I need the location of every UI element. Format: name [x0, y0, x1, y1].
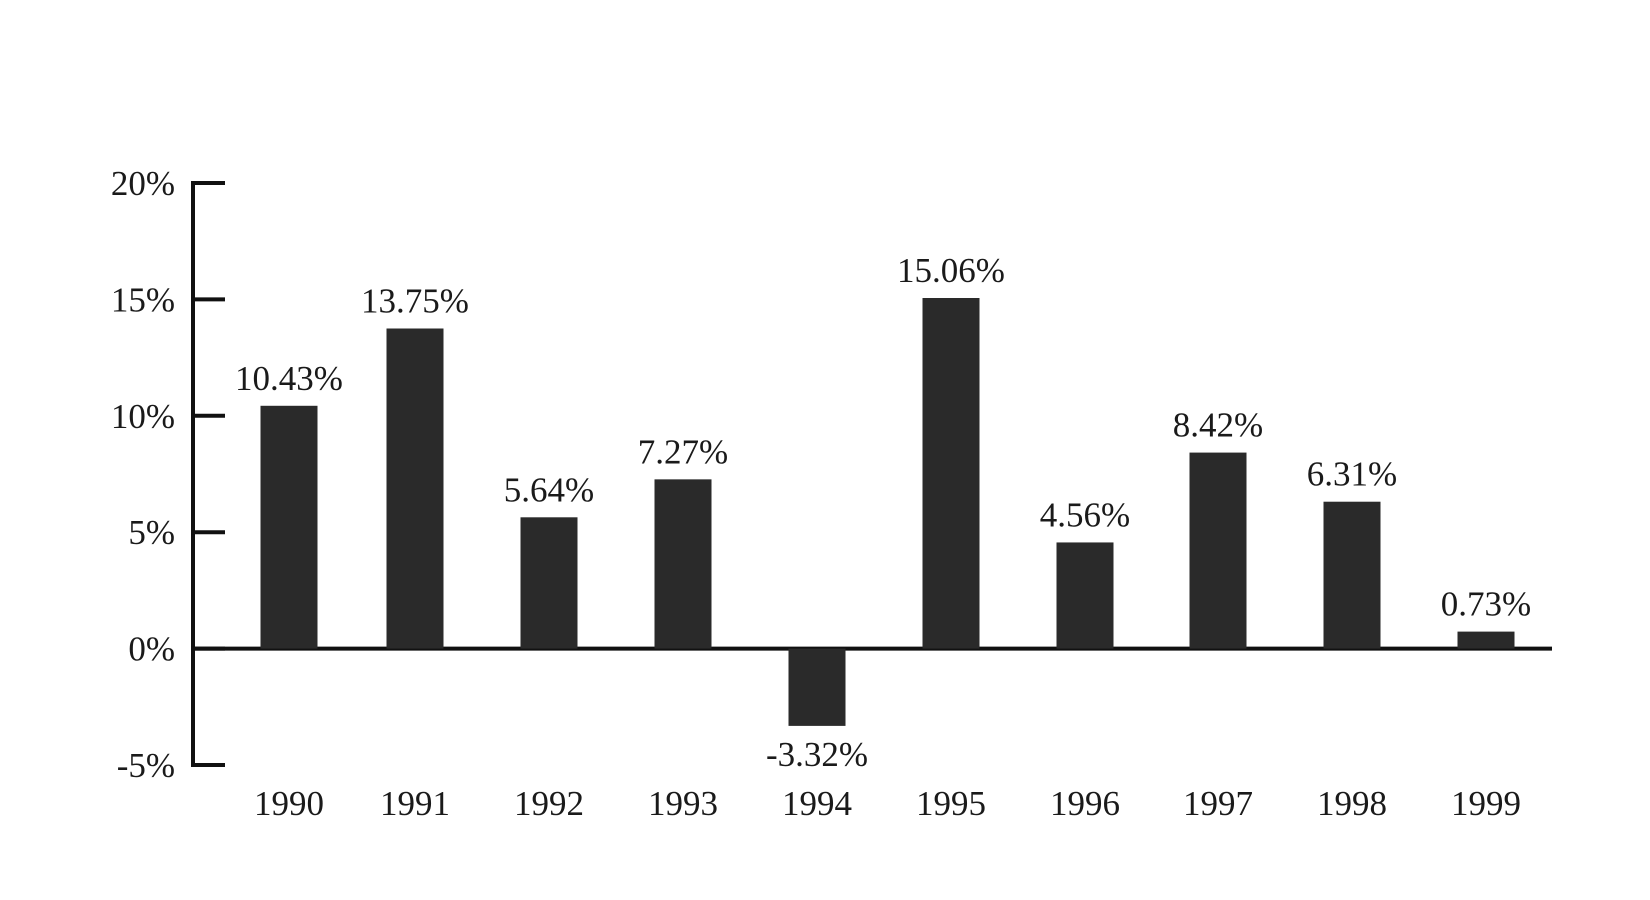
- x-tick-label: 1998: [1317, 784, 1387, 823]
- bar-1990: [260, 405, 318, 649]
- data-label-1990: 10.43%: [235, 359, 343, 398]
- bar-1992: [520, 517, 578, 649]
- x-tick-label: 1991: [380, 784, 450, 823]
- bar-1997: [1189, 452, 1247, 649]
- y-tick-label: -5%: [117, 746, 175, 785]
- y-tick-label: 20%: [111, 164, 175, 203]
- data-label-1993: 7.27%: [638, 432, 728, 471]
- bar-1993: [654, 479, 712, 649]
- bar-1999: [1457, 631, 1515, 649]
- bar-1994: [788, 648, 846, 726]
- bar-1998: [1323, 501, 1381, 649]
- y-tick-label: 15%: [111, 280, 175, 319]
- data-label-1999: 0.73%: [1441, 585, 1531, 624]
- data-label-1998: 6.31%: [1307, 455, 1397, 494]
- x-tick-label: 1993: [648, 784, 718, 823]
- bars: [260, 298, 1515, 726]
- data-label-1996: 4.56%: [1040, 495, 1130, 534]
- bar-1991: [386, 328, 444, 649]
- x-tick-label: 1995: [916, 784, 986, 823]
- x-tick-label: 1990: [254, 784, 324, 823]
- labels: 20% 15% 10% 5% 0% -5% 10.43% 13.75% 5.64% 7.27% -3…: [111, 164, 1531, 823]
- data-label-1994: -3.32%: [766, 735, 868, 774]
- data-label-1992: 5.64%: [504, 470, 594, 509]
- data-label-1991: 13.75%: [361, 282, 469, 321]
- bar-1996: [1056, 542, 1114, 649]
- data-label-1997: 8.42%: [1173, 406, 1263, 445]
- x-tick-label: 1999: [1451, 784, 1521, 823]
- bar-1995: [922, 298, 980, 649]
- y-tick-label: 10%: [111, 397, 175, 436]
- x-tick-label: 1996: [1050, 784, 1120, 823]
- y-tick-label: 0%: [128, 630, 175, 669]
- y-tick-label: 5%: [128, 513, 175, 552]
- x-tick-label: 1997: [1183, 784, 1253, 823]
- x-tick-label: 1992: [514, 784, 584, 823]
- data-label-1995: 15.06%: [897, 251, 1005, 290]
- x-tick-label: 1994: [782, 784, 852, 823]
